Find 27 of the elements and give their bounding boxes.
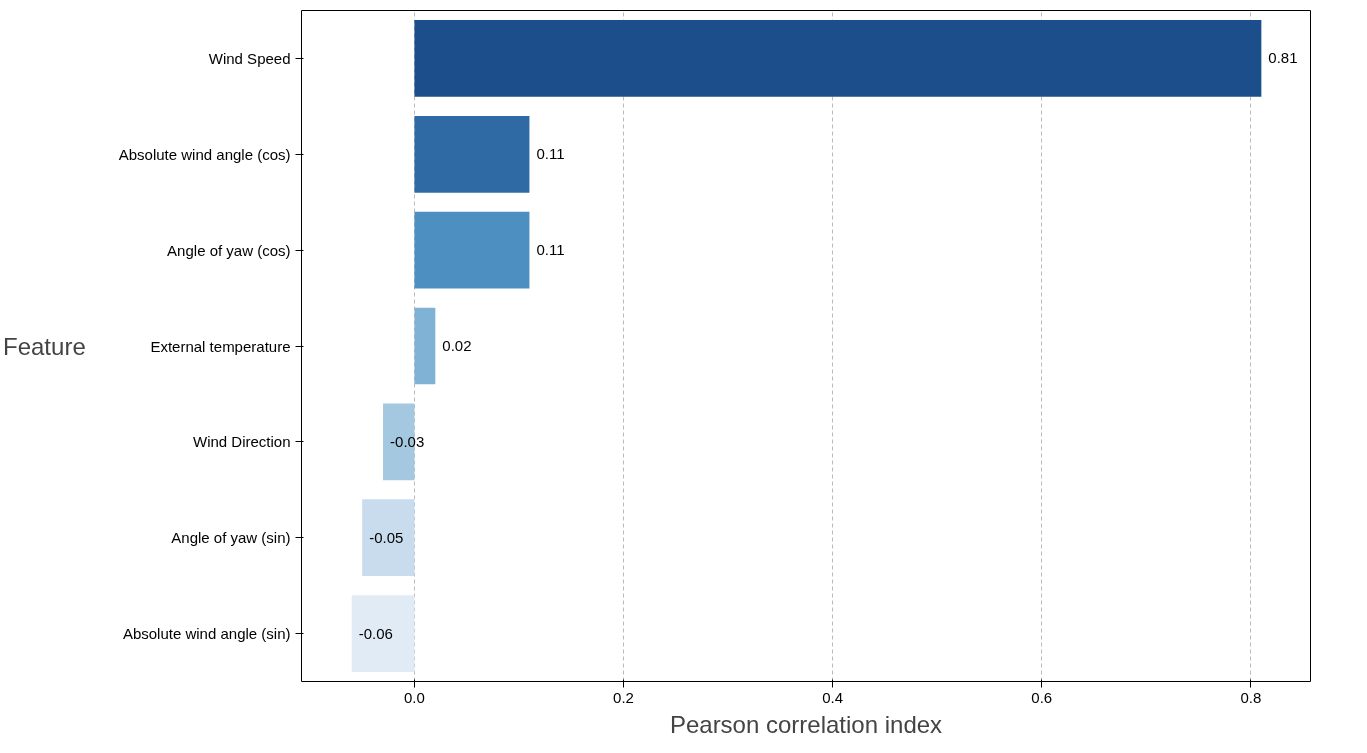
data-label: 0.11 [536, 145, 565, 163]
bar [362, 499, 415, 577]
x-axis-title: Pearson correlation index [669, 710, 943, 738]
x-tick-label: 0.2 [613, 688, 634, 706]
bar [414, 307, 436, 385]
bar [351, 595, 415, 672]
y-tick-label: Absolute wind angle (sin) [122, 625, 291, 643]
data-label: 0.11 [536, 241, 565, 259]
x-tick-label: 0.4 [822, 688, 844, 706]
data-label: 0.81 [1268, 49, 1298, 67]
x-tick-label: 0.8 [1240, 688, 1262, 706]
data-label: -0.03 [390, 432, 425, 450]
x-tick-label: 0.0 [404, 688, 425, 706]
y-tick-label: External temperature [150, 337, 291, 355]
y-axis-title: Feature [3, 332, 86, 360]
bar [414, 211, 530, 289]
bar [414, 115, 530, 193]
y-tick-label: Absolute wind angle (cos) [118, 145, 291, 163]
data-label: 0.02 [442, 337, 472, 354]
y-tick-label: Angle of yaw (cos) [167, 241, 291, 259]
x-tick-label: 0.6 [1031, 688, 1053, 706]
data-label: -0.05 [369, 528, 404, 546]
y-tick-label: Wind Direction [192, 433, 291, 451]
y-tick-label: Angle of yaw (sin) [171, 529, 291, 547]
bar [414, 20, 1262, 97]
y-tick-label: Wind Speed [208, 49, 291, 67]
data-label: -0.06 [358, 624, 393, 642]
